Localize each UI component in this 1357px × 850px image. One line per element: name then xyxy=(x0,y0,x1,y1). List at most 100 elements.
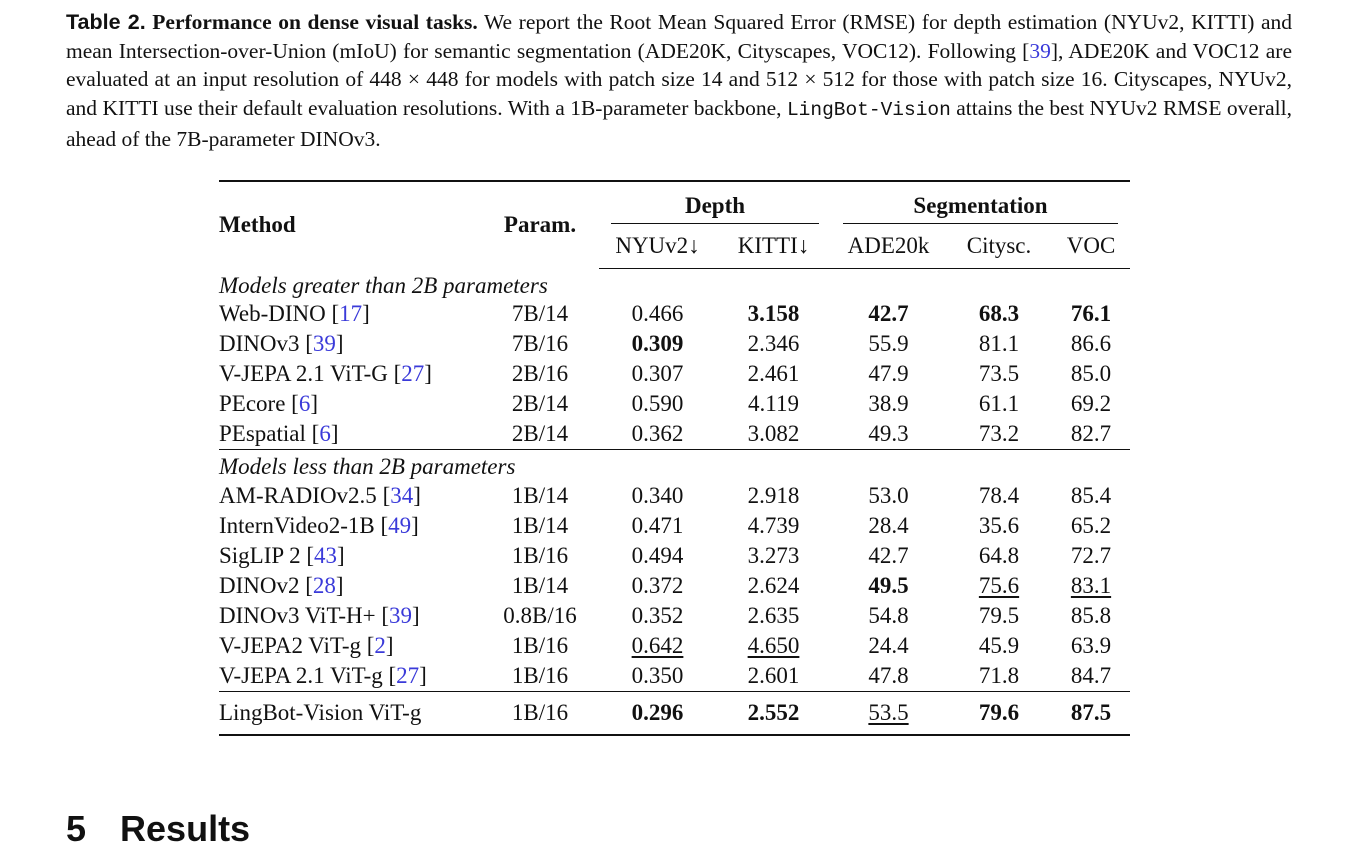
header-group-depth: Depth xyxy=(599,181,831,224)
table-row: SigLIP 2 [43] 1B/16 0.494 3.273 42.7 64.8 72.7 xyxy=(219,541,1130,571)
cell-ade20k: 53.0 xyxy=(868,482,909,508)
cell-cityscapes: 68.3 xyxy=(978,301,1020,327)
cell-nyuv2: 0.309 xyxy=(631,331,684,357)
citation-link[interactable]: 49 xyxy=(388,512,412,538)
header-method: Method xyxy=(219,212,296,238)
table-row: DINOv3 [39] 7B/16 0.309 2.346 55.9 81.1 86.6 xyxy=(219,329,1130,359)
cell-nyuv2: 0.642 xyxy=(631,632,684,658)
citation-link[interactable]: 34 xyxy=(390,482,414,508)
cell-nyuv2: 0.471 xyxy=(631,512,684,538)
header-group-depth-label: Depth xyxy=(611,193,819,224)
header-group-segmentation: Segmentation xyxy=(831,181,1130,224)
citation-link[interactable]: 6 xyxy=(319,421,331,447)
cell-voc: 76.1 xyxy=(1070,301,1112,327)
cell-ade20k: 49.5 xyxy=(868,572,909,598)
caption-model-name: LingBot-Vision xyxy=(786,99,951,122)
method-name: InternVideo2-1B xyxy=(219,512,375,538)
cell-method: PEspatial [6] xyxy=(219,421,339,447)
citation-link[interactable]: 39 xyxy=(312,331,336,357)
caption-citation[interactable]: 39 xyxy=(1029,38,1051,63)
cell-nyuv2: 0.362 xyxy=(631,421,684,447)
cell-voc: 87.5 xyxy=(1052,691,1130,736)
cell-kitti: 3.082 xyxy=(747,421,800,447)
cell-kitti: 2.918 xyxy=(747,482,800,508)
cell-cityscapes: 75.6 xyxy=(978,572,1020,598)
citation-link[interactable]: 43 xyxy=(314,542,337,568)
citation-link[interactable]: 2 xyxy=(374,632,386,658)
cell-nyuv2: 0.350 xyxy=(631,663,684,689)
method-name: SigLIP 2 xyxy=(219,542,301,568)
method-name: DINOv3 xyxy=(219,331,300,357)
citation-link[interactable]: 27 xyxy=(401,361,425,387)
cell-kitti: 4.119 xyxy=(748,391,799,417)
method-name: PEcore xyxy=(219,391,286,417)
header-col-cityscapes: Citysc. xyxy=(946,224,1052,269)
cell-ade20k: 38.9 xyxy=(868,391,909,417)
cell-param: 0.8B/16 xyxy=(503,602,577,628)
table-row: V-JEPA2 ViT-g [2] 1B/16 0.642 4.650 24.4 45.9… xyxy=(219,631,1130,661)
citation-link[interactable]: 39 xyxy=(389,602,413,628)
cell-method: V-JEPA 2.1 ViT-G [27] xyxy=(219,361,432,387)
cell-nyuv2: 0.372 xyxy=(631,572,684,598)
cell-voc: 86.6 xyxy=(1070,331,1112,357)
table-row: V-JEPA 2.1 ViT-g [27] 1B/16 0.350 2.601 47.8… xyxy=(219,661,1130,692)
cell-method: InternVideo2-1B [49] xyxy=(219,512,419,538)
cell-param: 7B/16 xyxy=(511,331,569,357)
cell-ade20k: 24.4 xyxy=(868,632,909,658)
table-row: DINOv2 [28] 1B/14 0.372 2.624 49.5 75.6 83.1 xyxy=(219,571,1130,601)
cell-kitti: 2.635 xyxy=(747,602,800,628)
caption-title: Performance on dense visual tasks. xyxy=(152,10,478,34)
section-header-row: Models greater than 2B parameters xyxy=(219,269,1130,300)
citation-link[interactable]: 28 xyxy=(312,572,336,598)
cell-cityscapes: 35.6 xyxy=(978,512,1020,538)
cell-ade20k: 47.8 xyxy=(868,663,909,689)
cell-cityscapes: 61.1 xyxy=(978,391,1020,417)
cell-cityscapes: 79.6 xyxy=(946,691,1052,736)
cell-cityscapes: 45.9 xyxy=(978,632,1020,658)
header-col-nyuv2: NYUv2↓ xyxy=(599,224,716,269)
results-table: Method Param. Depth Segmentation NYUv2↓ … xyxy=(219,180,1130,737)
cell-ade20k: 42.7 xyxy=(868,301,909,327)
table-body: Models greater than 2B parameters Web-DIN… xyxy=(219,269,1130,736)
method-name: DINOv2 xyxy=(219,572,300,598)
cell-ade20k: 55.9 xyxy=(868,331,909,357)
cell-kitti: 2.552 xyxy=(716,691,831,736)
cell-kitti: 2.624 xyxy=(747,572,800,598)
table-header: Method Param. Depth Segmentation NYUv2↓ … xyxy=(219,181,1130,269)
cell-voc: 83.1 xyxy=(1070,572,1112,598)
section-title: Models greater than 2B parameters xyxy=(219,273,548,298)
cell-voc: 85.4 xyxy=(1070,482,1112,508)
section-header-row: Models less than 2B parameters xyxy=(219,449,1130,481)
cell-voc: 82.7 xyxy=(1070,421,1112,447)
cell-voc: 84.7 xyxy=(1070,663,1112,689)
cell-kitti: 3.273 xyxy=(747,542,800,568)
cell-cityscapes: 73.5 xyxy=(978,361,1020,387)
cell-method: DINOv2 [28] xyxy=(219,572,344,598)
cell-param: 1B/14 xyxy=(511,512,569,538)
cell-nyuv2: 0.307 xyxy=(631,361,684,387)
cell-cityscapes: 78.4 xyxy=(978,482,1020,508)
citation-link[interactable]: 6 xyxy=(298,391,311,417)
cell-ade20k: 28.4 xyxy=(868,512,909,538)
table-row: DINOv3 ViT-H+ [39] 0.8B/16 0.352 2.635 54.8 7… xyxy=(219,601,1130,631)
cell-param: 1B/16 xyxy=(511,663,569,689)
cell-method: Web-DINO [17] xyxy=(219,301,370,327)
cell-nyuv2: 0.352 xyxy=(631,602,684,628)
cell-method: SigLIP 2 [43] xyxy=(219,542,345,568)
cell-method: DINOv3 ViT-H+ [39] xyxy=(219,602,420,628)
citation-link[interactable]: 17 xyxy=(339,301,363,327)
cell-kitti: 3.158 xyxy=(747,301,800,327)
cell-cityscapes: 81.1 xyxy=(978,331,1020,357)
cell-param: 7B/14 xyxy=(511,301,569,327)
table-row: PEcore [6] 2B/14 0.590 4.119 38.9 61.1 69.2 xyxy=(219,389,1130,419)
cell-method: DINOv3 [39] xyxy=(219,331,344,357)
method-name: DINOv3 ViT-H+ xyxy=(219,602,376,628)
cell-voc: 63.9 xyxy=(1070,632,1112,658)
cell-method: LingBot-Vision ViT-g xyxy=(219,691,481,736)
section-title: Models less than 2B parameters xyxy=(219,449,1130,481)
citation-link[interactable]: 27 xyxy=(396,663,420,689)
cell-ade20k: 49.3 xyxy=(868,421,909,447)
caption-text-1: We report the Root Mean Squared Error (R… xyxy=(66,10,1293,63)
header-group-seg-label: Segmentation xyxy=(843,193,1118,224)
cell-voc: 85.0 xyxy=(1070,361,1112,387)
